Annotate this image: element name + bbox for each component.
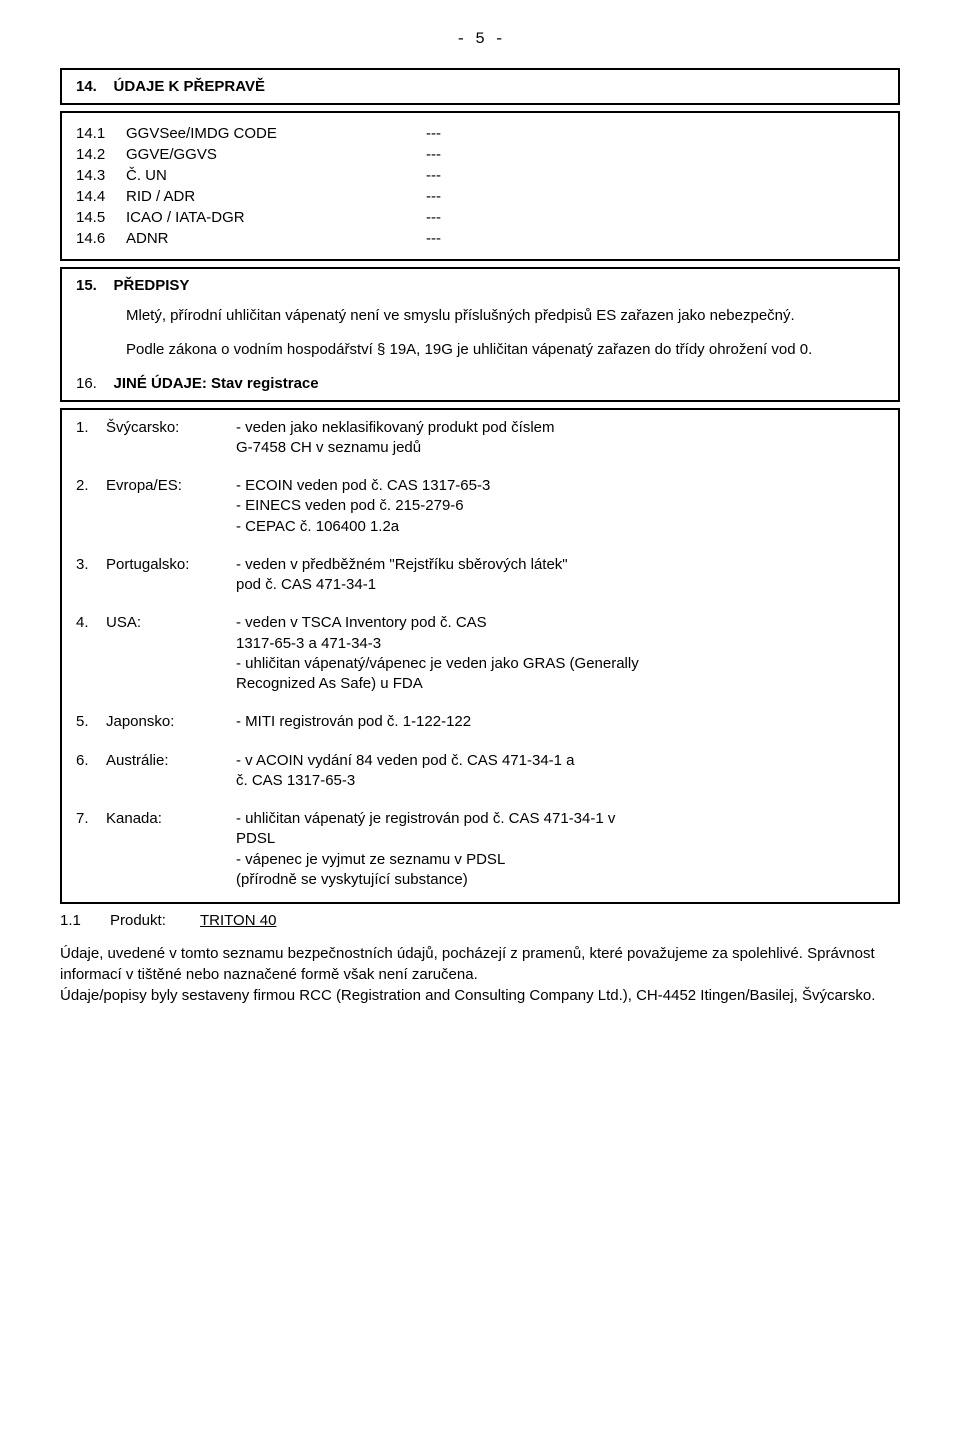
row-value: --- bbox=[426, 230, 884, 247]
registration-box: 1.Švýcarsko:- veden jako neklasifikovaný… bbox=[60, 408, 900, 905]
reg-value: - veden v předběžném "Rejstříku sběrovýc… bbox=[236, 555, 884, 596]
row-label: Č. UN bbox=[126, 167, 426, 184]
reg-country: Austrálie: bbox=[106, 751, 236, 792]
reg-line: 1317-65-3 a 471-34-3 bbox=[236, 634, 884, 654]
row-num: 14.1 bbox=[76, 125, 126, 142]
reg-line: Recognized As Safe) u FDA bbox=[236, 674, 884, 694]
table-row: 6.Austrálie:- v ACOIN vydání 84 veden po… bbox=[76, 751, 884, 792]
section-14-num: 14. bbox=[76, 78, 97, 95]
row-num: 14.6 bbox=[76, 230, 126, 247]
reg-country: Evropa/ES: bbox=[106, 476, 236, 537]
table-row: 14.1GGVSee/IMDG CODE--- bbox=[76, 125, 884, 142]
reg-line: - veden jako neklasifikovaný produkt pod… bbox=[236, 418, 884, 438]
section-15-note-1: Mletý, přírodní uhličitan vápenatý není … bbox=[76, 306, 884, 326]
product-num: 1.1 bbox=[60, 912, 110, 929]
row-label: GGVSee/IMDG CODE bbox=[126, 125, 426, 142]
reg-value: - MITI registrován pod č. 1-122-122 bbox=[236, 712, 884, 732]
reg-num: 7. bbox=[76, 809, 106, 890]
section-16-title: JINÉ ÚDAJE: Stav registrace bbox=[114, 375, 319, 392]
table-row: 14.5ICAO / IATA-DGR--- bbox=[76, 209, 884, 226]
table-row: 14.3Č. UN--- bbox=[76, 167, 884, 184]
footer-line-1: Údaje, uvedené v tomto seznamu bezpečnos… bbox=[60, 945, 875, 983]
reg-num: 5. bbox=[76, 712, 106, 732]
section-15-note-2: Podle zákona o vodním hospodářství § 19A… bbox=[76, 340, 884, 360]
reg-line: pod č. CAS 471-34-1 bbox=[236, 575, 884, 595]
row-label: RID / ADR bbox=[126, 188, 426, 205]
reg-value: - uhličitan vápenatý je registrován pod … bbox=[236, 809, 884, 890]
reg-line: - uhličitan vápenatý/vápenec je veden ja… bbox=[236, 654, 884, 674]
product-row: 1.1 Produkt: TRITON 40 bbox=[60, 912, 900, 929]
reg-country: Kanada: bbox=[106, 809, 236, 890]
section-15-box: 15. PŘEDPISY Mletý, přírodní uhličitan v… bbox=[60, 267, 900, 402]
section-16-num: 16. bbox=[76, 375, 97, 392]
reg-line: - EINECS veden pod č. 215-279-6 bbox=[236, 496, 884, 516]
reg-value: - veden v TSCA Inventory pod č. CAS 1317… bbox=[236, 613, 884, 694]
reg-line: - CEPAC č. 106400 1.2a bbox=[236, 517, 884, 537]
reg-line: - veden v předběžném "Rejstříku sběrovýc… bbox=[236, 555, 884, 575]
reg-num: 3. bbox=[76, 555, 106, 596]
table-row: 14.2GGVE/GGVS--- bbox=[76, 146, 884, 163]
row-num: 14.2 bbox=[76, 146, 126, 163]
reg-country: Portugalsko: bbox=[106, 555, 236, 596]
row-value: --- bbox=[426, 167, 884, 184]
row-label: ADNR bbox=[126, 230, 426, 247]
product-value: TRITON 40 bbox=[200, 912, 276, 929]
section-14-title: ÚDAJE K PŘEPRAVĚ bbox=[114, 78, 265, 95]
table-row: 4.USA:- veden v TSCA Inventory pod č. CA… bbox=[76, 613, 884, 694]
row-num: 14.4 bbox=[76, 188, 126, 205]
page-number: - 5 - bbox=[60, 30, 900, 48]
reg-value: - veden jako neklasifikovaný produkt pod… bbox=[236, 418, 884, 459]
reg-line: - ECOIN veden pod č. CAS 1317-65-3 bbox=[236, 476, 884, 496]
reg-country: USA: bbox=[106, 613, 236, 694]
section-14-header: 14. ÚDAJE K PŘEPRAVĚ bbox=[60, 68, 900, 105]
table-row: 1.Švýcarsko:- veden jako neklasifikovaný… bbox=[76, 418, 884, 459]
row-value: --- bbox=[426, 125, 884, 142]
table-row: 7.Kanada:- uhličitan vápenatý je registr… bbox=[76, 809, 884, 890]
row-label: ICAO / IATA-DGR bbox=[126, 209, 426, 226]
reg-line: - v ACOIN vydání 84 veden pod č. CAS 471… bbox=[236, 751, 884, 771]
row-num: 14.3 bbox=[76, 167, 126, 184]
section-14-body: 14.1GGVSee/IMDG CODE---14.2GGVE/GGVS---1… bbox=[60, 111, 900, 261]
reg-line: č. CAS 1317-65-3 bbox=[236, 771, 884, 791]
reg-num: 2. bbox=[76, 476, 106, 537]
reg-num: 1. bbox=[76, 418, 106, 459]
reg-line: - uhličitan vápenatý je registrován pod … bbox=[236, 809, 884, 829]
reg-line: - veden v TSCA Inventory pod č. CAS bbox=[236, 613, 884, 633]
reg-value: - v ACOIN vydání 84 veden pod č. CAS 471… bbox=[236, 751, 884, 792]
reg-country: Japonsko: bbox=[106, 712, 236, 732]
reg-line: - MITI registrován pod č. 1-122-122 bbox=[236, 712, 884, 732]
reg-num: 4. bbox=[76, 613, 106, 694]
table-row: 2.Evropa/ES:- ECOIN veden pod č. CAS 131… bbox=[76, 476, 884, 537]
row-label: GGVE/GGVS bbox=[126, 146, 426, 163]
table-row: 3.Portugalsko:- veden v předběžném "Rejs… bbox=[76, 555, 884, 596]
row-value: --- bbox=[426, 188, 884, 205]
reg-line: - vápenec je vyjmut ze seznamu v PDSL bbox=[236, 850, 884, 870]
row-value: --- bbox=[426, 209, 884, 226]
section-15-title: PŘEDPISY bbox=[114, 277, 190, 294]
product-label: Produkt: bbox=[110, 912, 200, 929]
table-row: 14.4RID / ADR--- bbox=[76, 188, 884, 205]
reg-country: Švýcarsko: bbox=[106, 418, 236, 459]
footer: Údaje, uvedené v tomto seznamu bezpečnos… bbox=[60, 943, 900, 1006]
reg-line: G-7458 CH v seznamu jedů bbox=[236, 438, 884, 458]
section-15-num: 15. bbox=[76, 277, 97, 294]
row-num: 14.5 bbox=[76, 209, 126, 226]
reg-line: PDSL bbox=[236, 829, 884, 849]
reg-line: (přírodně se vyskytující substance) bbox=[236, 870, 884, 890]
table-row: 5.Japonsko:- MITI registrován pod č. 1-1… bbox=[76, 712, 884, 732]
reg-value: - ECOIN veden pod č. CAS 1317-65-3- EINE… bbox=[236, 476, 884, 537]
footer-line-2: Údaje/popisy byly sestaveny firmou RCC (… bbox=[60, 987, 875, 1004]
table-row: 14.6ADNR--- bbox=[76, 230, 884, 247]
row-value: --- bbox=[426, 146, 884, 163]
reg-num: 6. bbox=[76, 751, 106, 792]
